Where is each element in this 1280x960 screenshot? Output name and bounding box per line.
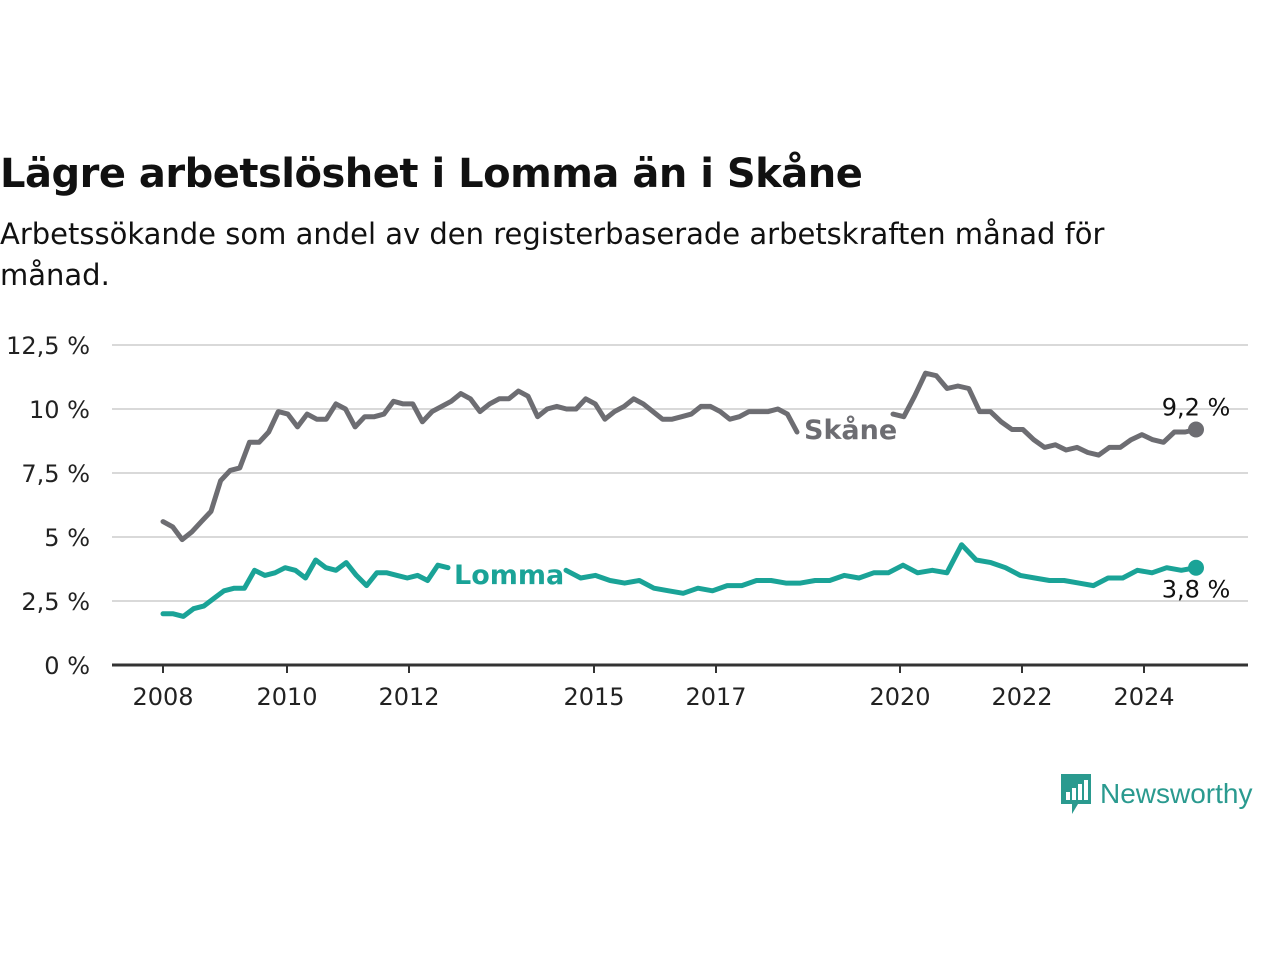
y-tick-label: 10 %	[29, 396, 90, 424]
y-tick-label: 7,5 %	[21, 460, 90, 488]
x-tick-label: 2020	[869, 683, 930, 711]
x-tick-label: 2024	[1113, 683, 1174, 711]
x-tick-label: 2022	[991, 683, 1052, 711]
chart-subtitle: Arbetssökande som andel av den registerb…	[0, 217, 1105, 292]
x-tick-label: 2012	[378, 683, 439, 711]
series-label-skåne: Skåne	[804, 414, 897, 446]
x-tick-label: 2008	[132, 683, 193, 711]
newsworthy-logo-text: Newsworthy	[1100, 778, 1253, 809]
x-tick-label: 2010	[256, 683, 317, 711]
series-end-point-lomma	[1188, 559, 1204, 576]
series-label-lomma: Lomma	[454, 560, 564, 591]
chart-title: Lägre arbetslöshet i Lomma än i Skåne	[0, 151, 863, 197]
y-tick-label: 5 %	[44, 524, 90, 552]
y-tick-label: 12,5 %	[6, 332, 90, 360]
newsworthy-logo-icon	[1061, 774, 1091, 814]
series-end-point-skåne	[1188, 421, 1204, 438]
series-line-lomma	[160, 557, 451, 619]
line-chart: 0 % 2,5 % 5 % 7,5 % 10 % 12,5 % 2008 2010 2012 20…	[6, 332, 1248, 711]
y-tick-label: 0 %	[44, 652, 90, 680]
y-tick-label: 2,5 %	[21, 588, 90, 616]
x-tick-label: 2017	[685, 683, 746, 711]
end-value-label-lomma: 3,8 %	[1162, 576, 1231, 604]
newsworthy-logo: Newsworthy	[1058, 772, 1252, 816]
series-line-skåne	[160, 388, 800, 543]
series-line-lomma-continued	[563, 542, 1199, 596]
end-value-label-skane: 9,2 %	[1162, 393, 1231, 421]
series-line-skåne-continued	[890, 370, 1199, 458]
x-tick-label: 2015	[563, 683, 624, 711]
